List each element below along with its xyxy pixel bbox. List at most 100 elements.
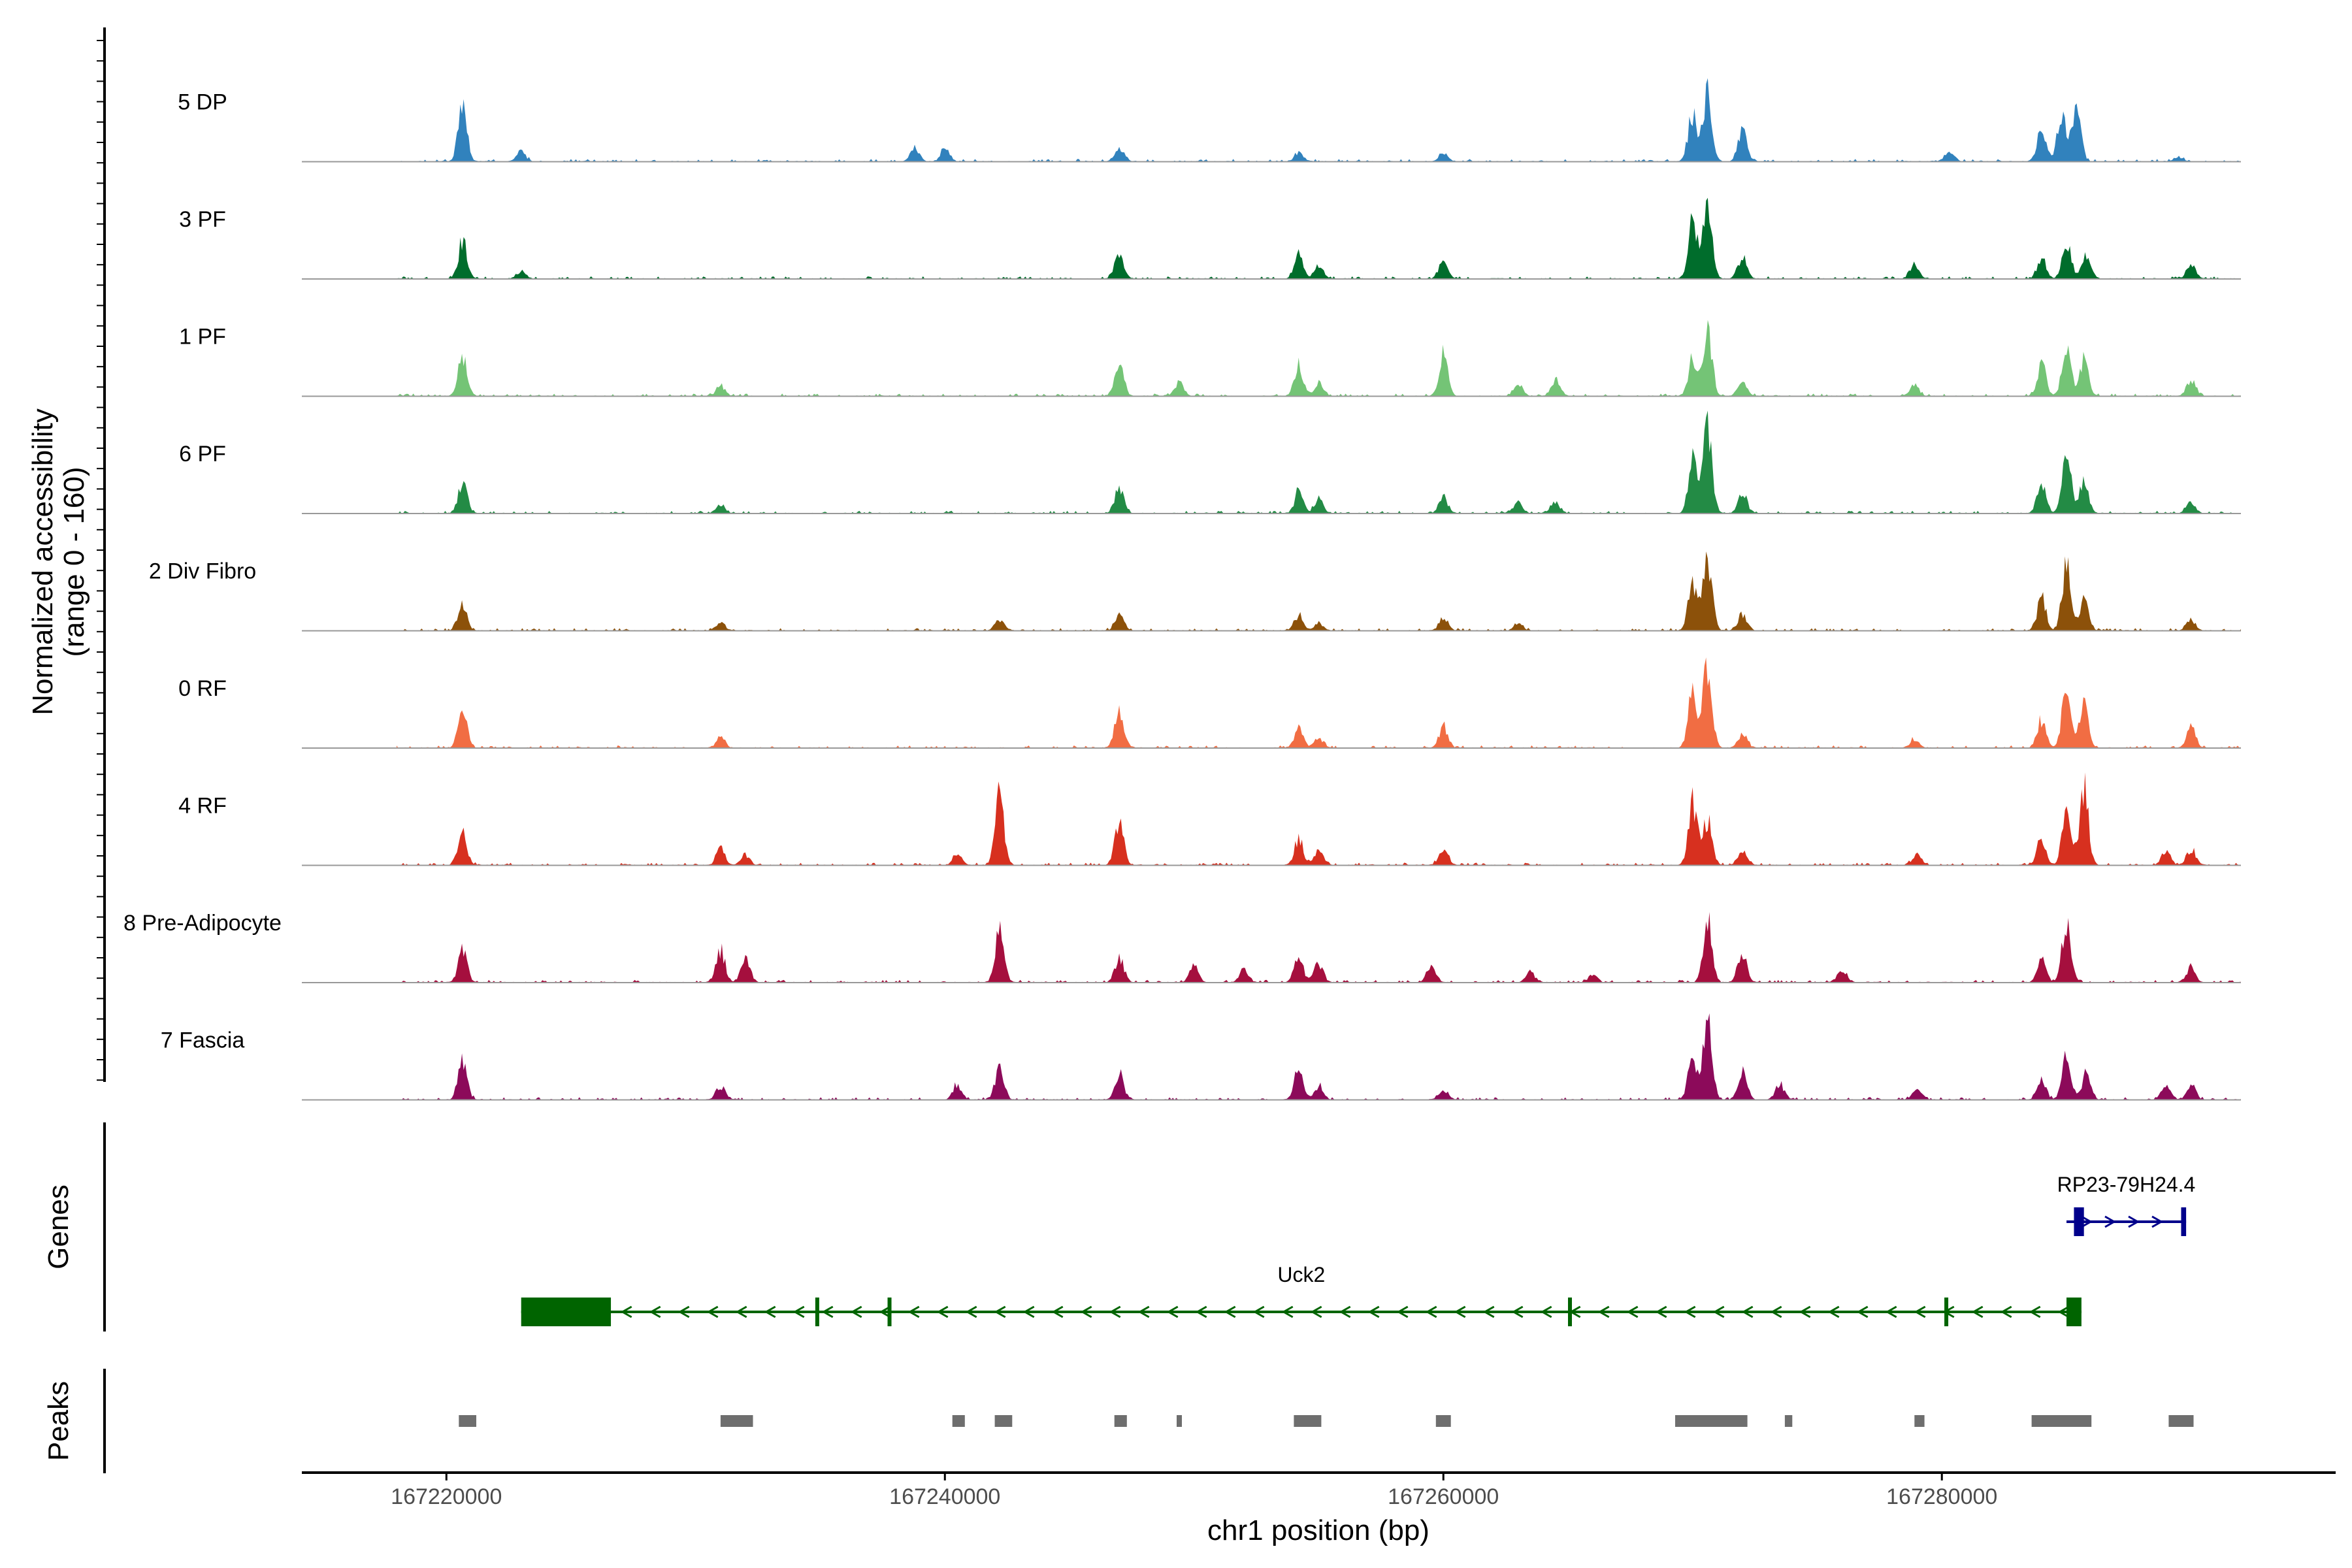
strand-arrow [764, 1305, 776, 1318]
track-label: 0 RF [178, 676, 227, 701]
coverage-area [397, 319, 2241, 397]
strand-arrow [2128, 1215, 2140, 1228]
track-7-fascia: 7 Fascia [161, 1013, 2241, 1101]
strand-arrow [907, 1305, 920, 1318]
coverage-area [397, 1013, 2241, 1100]
x-tick-label: 167280000 [1886, 1484, 1997, 1509]
track-3-pf: 3 PF [179, 197, 2241, 280]
strand-arrow [1684, 1305, 1696, 1318]
coverage-area [397, 772, 2241, 866]
strand-arrow [792, 1305, 805, 1318]
strand-arrow [1741, 1305, 1754, 1318]
peak-region [1784, 1415, 1793, 1427]
strand-arrow [1310, 1305, 1322, 1318]
peak-region [994, 1415, 1013, 1427]
x-tick-label: 167260000 [1388, 1484, 1499, 1509]
strand-arrow [1511, 1305, 1524, 1318]
strand-arrow [1885, 1305, 1897, 1318]
strand-arrow [1109, 1305, 1121, 1318]
track-4-rf: 4 RF [178, 772, 2241, 866]
track-label: 5 DP [178, 90, 227, 115]
strand-arrow [1971, 1305, 1984, 1318]
strand-arrow [1626, 1305, 1639, 1318]
gene-exon [1567, 1298, 1572, 1326]
gene-exon [815, 1298, 819, 1326]
strand-arrow [2104, 1215, 2117, 1228]
strand-arrow [1166, 1305, 1179, 1318]
coverage-area [397, 410, 2241, 514]
strand-arrow [1252, 1305, 1265, 1318]
strand-arrow [1655, 1305, 1667, 1318]
track-label: 4 RF [178, 794, 227, 819]
strand-arrow [1051, 1305, 1064, 1318]
strand-arrow [850, 1305, 862, 1318]
peak-region [2168, 1415, 2194, 1427]
peaks-axis-title: Peaks [42, 1381, 74, 1461]
y-axis-subtitle: (range 0 - 160) [58, 466, 90, 657]
strand-arrow [735, 1305, 747, 1318]
peak-region [1177, 1415, 1182, 1427]
track-label: 3 PF [179, 207, 226, 232]
strand-arrow [1367, 1305, 1380, 1318]
track-1-pf: 1 PF [179, 319, 2241, 397]
gene-label: Uck2 [1277, 1263, 1325, 1286]
strand-arrow [1224, 1305, 1236, 1318]
strand-arrow [936, 1305, 949, 1318]
track-label: 6 PF [179, 442, 226, 466]
gene-rp23-79h24-4: RP23-79H24.4 [2057, 1173, 2196, 1236]
peak-region [1294, 1415, 1322, 1427]
gene-uck2: Uck2 [521, 1263, 2082, 1326]
strand-arrow [2081, 1215, 2093, 1228]
gene-label: RP23-79H24.4 [2057, 1173, 2196, 1196]
strand-arrow [620, 1305, 632, 1318]
coverage-y-axis [97, 27, 106, 1082]
strand-arrow [1195, 1305, 1207, 1318]
strand-arrow [2057, 1305, 2070, 1318]
strand-arrow [2151, 1215, 2164, 1228]
coverage-area [397, 78, 2241, 162]
strand-arrow [2000, 1305, 2012, 1318]
peak-region [1114, 1415, 1127, 1427]
strand-arrow [1080, 1305, 1092, 1318]
gene-exon [2066, 1298, 2082, 1326]
peak-region [1675, 1415, 1748, 1427]
coverage-area [397, 657, 2241, 748]
strand-arrow [965, 1305, 977, 1318]
x-tick-label: 167220000 [391, 1484, 502, 1509]
strand-arrow [1482, 1305, 1495, 1318]
track-5-dp: 5 DP [178, 78, 2241, 163]
peak-region [952, 1415, 965, 1427]
gene-exon [2181, 1207, 2187, 1236]
peak-region [1914, 1415, 1925, 1427]
strand-arrow [678, 1305, 690, 1318]
strand-arrow [1914, 1305, 1926, 1318]
strand-arrow [1396, 1305, 1409, 1318]
track-label: 7 Fascia [161, 1028, 245, 1053]
strand-arrow [649, 1305, 661, 1318]
track-label: 1 PF [179, 325, 226, 350]
y-axis-title: Normalized accessibility [27, 408, 59, 715]
peak-region [459, 1415, 476, 1427]
genes-axis-title: Genes [42, 1184, 74, 1269]
gene-exon [521, 1298, 612, 1326]
peak-region [720, 1415, 753, 1427]
track-2-div-fibro: 2 Div Fibro [149, 551, 2241, 632]
strand-arrow [2029, 1305, 2041, 1318]
track-6-pf: 6 PF [179, 410, 2241, 514]
coverage-area [397, 551, 2241, 631]
gene-exon [1944, 1298, 1949, 1326]
track-label: 2 Div Fibro [149, 559, 256, 584]
peak-region [2031, 1415, 2092, 1427]
strand-arrow [1022, 1305, 1035, 1318]
strand-arrow [1827, 1305, 1840, 1318]
strand-arrow [1712, 1305, 1725, 1318]
strand-arrow [1425, 1305, 1437, 1318]
strand-arrow [1454, 1305, 1466, 1318]
track-label: 8 Pre-Adipocyte [123, 911, 282, 936]
track-0-rf: 0 RF [178, 657, 2241, 749]
x-axis-title: chr1 position (bp) [1207, 1514, 1429, 1546]
strand-arrow [1540, 1305, 1552, 1318]
strand-arrow [1339, 1305, 1351, 1318]
strand-arrow [1281, 1305, 1294, 1318]
